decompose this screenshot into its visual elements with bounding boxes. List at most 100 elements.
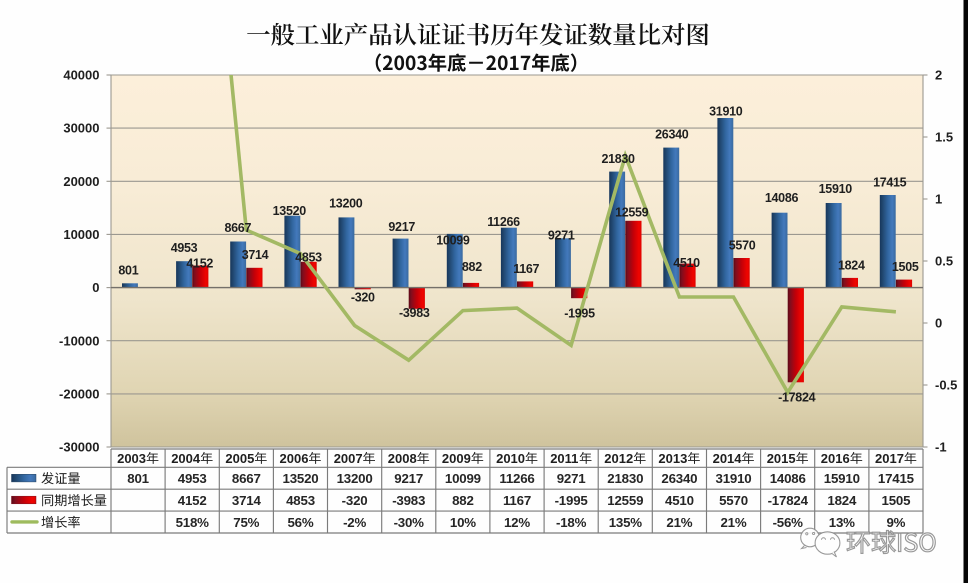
svg-text:13520: 13520: [283, 471, 319, 486]
svg-text:10%: 10%: [450, 515, 476, 530]
svg-text:4853: 4853: [286, 493, 315, 508]
svg-text:1824: 1824: [827, 493, 857, 508]
svg-text:15910: 15910: [824, 471, 860, 486]
svg-text:2006: 2006: [280, 451, 309, 466]
svg-text:2008: 2008: [388, 451, 417, 466]
svg-text:10000: 10000: [63, 227, 99, 242]
svg-text:0.5: 0.5: [935, 254, 953, 269]
svg-text:9217: 9217: [388, 220, 415, 234]
svg-text:2003: 2003: [117, 451, 146, 466]
svg-text:2004: 2004: [171, 451, 201, 466]
svg-text:-320: -320: [351, 291, 375, 305]
svg-text:9271: 9271: [548, 229, 575, 243]
svg-text:2: 2: [935, 68, 942, 83]
svg-text:21830: 21830: [607, 471, 643, 486]
svg-text:882: 882: [452, 493, 474, 508]
svg-text:1505: 1505: [882, 493, 912, 508]
svg-text:882: 882: [462, 260, 482, 274]
svg-text:-1: -1: [935, 440, 947, 455]
svg-text:21%: 21%: [666, 515, 692, 530]
svg-text:1824: 1824: [838, 259, 865, 273]
svg-text:1: 1: [935, 192, 942, 207]
svg-text:14086: 14086: [765, 191, 799, 205]
svg-text:-18%: -18%: [556, 515, 587, 530]
svg-text:3714: 3714: [242, 248, 269, 262]
svg-text:4510: 4510: [673, 256, 700, 270]
svg-text:4853: 4853: [295, 251, 322, 265]
svg-text:2014: 2014: [713, 451, 743, 466]
svg-text:-1995: -1995: [564, 307, 595, 321]
svg-text:40000: 40000: [63, 68, 99, 83]
svg-text:2013: 2013: [658, 451, 687, 466]
svg-text:-20000: -20000: [59, 387, 99, 402]
svg-text:21%: 21%: [720, 515, 746, 530]
svg-text:17415: 17415: [878, 471, 915, 486]
svg-text:3714: 3714: [232, 493, 262, 508]
svg-text:1167: 1167: [503, 493, 531, 508]
svg-text:26340: 26340: [655, 128, 689, 142]
svg-text:-17824: -17824: [768, 493, 809, 508]
svg-text:12%: 12%: [504, 515, 530, 530]
svg-text:20000: 20000: [63, 174, 99, 189]
svg-text:-0.5: -0.5: [935, 378, 957, 393]
svg-text:12559: 12559: [615, 205, 649, 219]
svg-text:2011: 2011: [550, 451, 578, 466]
svg-text:2009: 2009: [442, 451, 471, 466]
svg-text:0: 0: [935, 316, 942, 331]
svg-text:56%: 56%: [287, 515, 313, 530]
svg-text:14086: 14086: [770, 471, 806, 486]
svg-text:13520: 13520: [273, 204, 307, 218]
svg-text:17415: 17415: [873, 176, 907, 190]
svg-text:-17824: -17824: [778, 391, 815, 405]
svg-text:2012: 2012: [604, 451, 633, 466]
svg-text:-320: -320: [342, 493, 368, 508]
svg-text:9271: 9271: [557, 471, 587, 486]
svg-text:4152: 4152: [178, 493, 207, 508]
svg-text:0: 0: [92, 280, 99, 295]
svg-text:801: 801: [127, 471, 149, 486]
svg-text:-3983: -3983: [392, 493, 425, 508]
svg-text:31910: 31910: [716, 471, 752, 486]
svg-text:31910: 31910: [709, 105, 743, 119]
svg-text:-56%: -56%: [773, 515, 804, 530]
svg-text:-2%: -2%: [343, 515, 366, 530]
svg-text:1505: 1505: [892, 260, 919, 274]
svg-text:4953: 4953: [171, 241, 198, 255]
svg-text:-1995: -1995: [555, 493, 589, 508]
svg-text:4510: 4510: [665, 493, 694, 508]
svg-text:1.5: 1.5: [935, 130, 953, 145]
svg-text:9217: 9217: [394, 471, 423, 486]
svg-text:12559: 12559: [607, 493, 643, 508]
svg-text:21830: 21830: [601, 152, 635, 166]
svg-text:135%: 135%: [609, 515, 643, 530]
svg-text:-30%: -30%: [394, 515, 425, 530]
svg-text:-10000: -10000: [59, 333, 99, 348]
svg-text:26340: 26340: [661, 471, 697, 486]
svg-text:518%: 518%: [176, 515, 210, 530]
svg-text:-30000: -30000: [59, 440, 99, 455]
svg-text:8667: 8667: [232, 471, 261, 486]
svg-text:4152: 4152: [186, 257, 213, 271]
svg-text:10099: 10099: [436, 234, 470, 248]
svg-text:801: 801: [118, 264, 138, 278]
svg-text:13200: 13200: [337, 471, 373, 486]
svg-text:10099: 10099: [445, 471, 481, 486]
svg-text:75%: 75%: [233, 515, 259, 530]
svg-text:1167: 1167: [513, 262, 539, 276]
svg-text:15910: 15910: [819, 182, 853, 196]
svg-text:11266: 11266: [487, 215, 520, 229]
svg-text:2017: 2017: [875, 451, 904, 466]
svg-text:13200: 13200: [329, 197, 363, 211]
svg-text:5570: 5570: [719, 493, 748, 508]
svg-text:8667: 8667: [224, 221, 251, 235]
svg-text:5570: 5570: [729, 239, 756, 253]
svg-text:9%: 9%: [886, 515, 905, 530]
svg-text:2007: 2007: [334, 451, 363, 466]
svg-text:-3983: -3983: [399, 306, 430, 320]
svg-text:4953: 4953: [178, 471, 207, 486]
svg-text:2016: 2016: [821, 451, 850, 466]
svg-text:2010: 2010: [496, 451, 525, 466]
svg-text:13%: 13%: [829, 515, 855, 530]
svg-text:11266: 11266: [499, 471, 534, 486]
svg-text:2015: 2015: [767, 451, 796, 466]
